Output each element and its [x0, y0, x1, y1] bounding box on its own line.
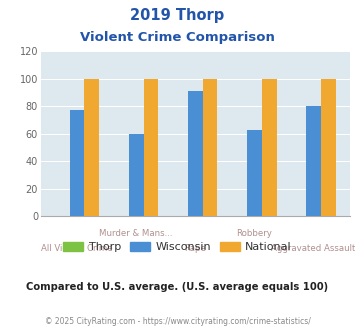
Bar — [129, 134, 143, 216]
Bar — [306, 106, 321, 216]
Text: Robbery: Robbery — [236, 229, 272, 238]
Bar — [70, 110, 84, 216]
Bar — [321, 79, 335, 216]
Text: Violent Crime Comparison: Violent Crime Comparison — [80, 31, 275, 44]
Text: All Violent Crime: All Violent Crime — [41, 244, 113, 253]
Bar — [262, 79, 277, 216]
Legend: Thorp, Wisconsin, National: Thorp, Wisconsin, National — [59, 238, 296, 257]
Bar — [247, 130, 262, 216]
Text: Rape: Rape — [184, 244, 206, 253]
Text: Aggravated Assault: Aggravated Assault — [271, 244, 355, 253]
Bar — [188, 91, 203, 216]
Text: Murder & Mans...: Murder & Mans... — [99, 229, 173, 238]
Bar — [203, 79, 217, 216]
Bar — [143, 79, 158, 216]
Text: 2019 Thorp: 2019 Thorp — [130, 8, 225, 23]
Text: © 2025 CityRating.com - https://www.cityrating.com/crime-statistics/: © 2025 CityRating.com - https://www.city… — [45, 317, 310, 326]
Text: Compared to U.S. average. (U.S. average equals 100): Compared to U.S. average. (U.S. average … — [26, 282, 329, 292]
Bar — [84, 79, 99, 216]
